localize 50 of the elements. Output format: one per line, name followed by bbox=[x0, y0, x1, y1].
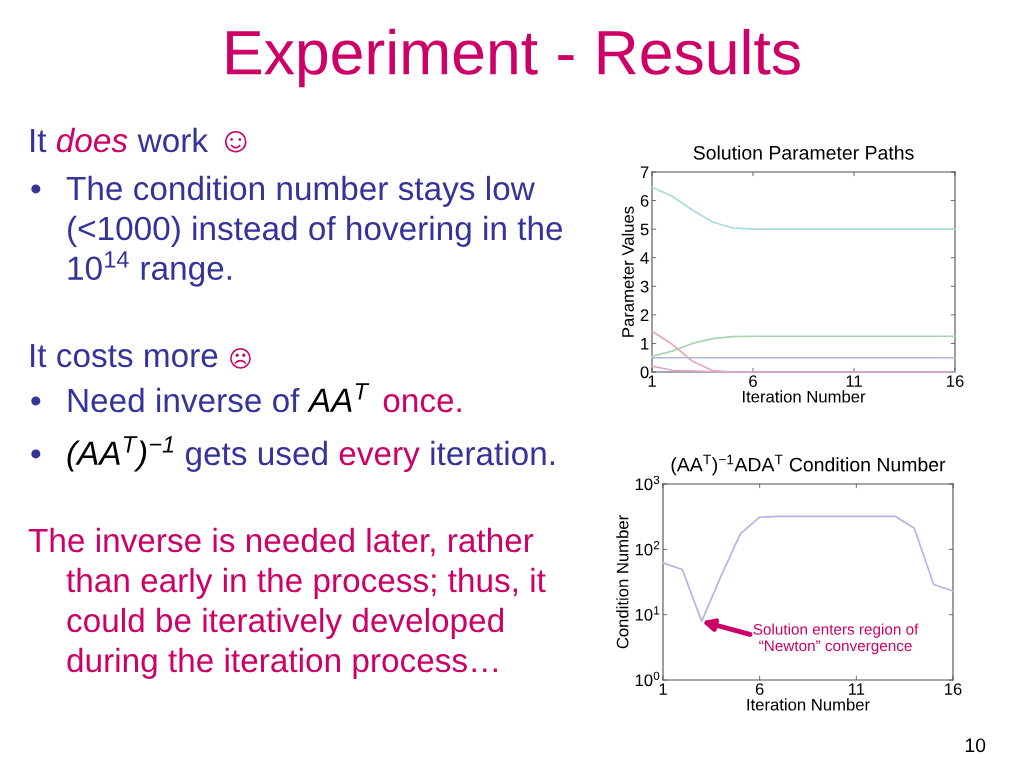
y-tick-label: 5 bbox=[640, 223, 649, 236]
text: once. bbox=[383, 394, 461, 413]
y-tick-label: 10$^{2}$ bbox=[635, 541, 660, 556]
y-axis-title: Condition Number bbox=[616, 515, 629, 649]
text: every bbox=[339, 447, 420, 472]
x-tick-label: 16 bbox=[945, 683, 962, 696]
chart-title: (AA$^{T}$)$^{−1}$ADA$^{T}$ Condition Number bbox=[671, 454, 946, 476]
chart-title: Solution Parameter Paths bbox=[693, 145, 914, 160]
text: than early in the process; thus, it bbox=[66, 567, 546, 599]
text: gets used bbox=[185, 440, 327, 472]
text: It bbox=[31, 129, 47, 153]
text: ☹ bbox=[230, 348, 251, 369]
text: (<1000) instead of hovering in the bbox=[68, 215, 563, 247]
text: during the iteration process… bbox=[67, 647, 497, 679]
x-tick-label: 6 bbox=[755, 683, 764, 696]
y-tick-label: 7 bbox=[640, 166, 649, 179]
x-tick-label: 11 bbox=[848, 683, 865, 695]
text: • bbox=[31, 184, 41, 194]
x-tick-label: 6 bbox=[749, 375, 757, 388]
text: does bbox=[56, 127, 128, 153]
text: work bbox=[137, 127, 209, 153]
text: 10 bbox=[965, 738, 986, 753]
y-tick-label: 10$^{3}$ bbox=[635, 475, 660, 491]
text: • bbox=[31, 396, 41, 406]
text: 10$^{14}$ range. bbox=[68, 251, 231, 287]
text: The inverse is needed later, rather bbox=[28, 527, 534, 557]
x-tick-label: 16 bbox=[947, 375, 964, 388]
text: The condition number stays low bbox=[66, 175, 535, 207]
x-axis-title: Iteration Number bbox=[747, 698, 870, 711]
y-tick-label: 10$^{1}$ bbox=[635, 606, 660, 621]
text: ☺ bbox=[224, 130, 247, 153]
y-tick-label: 10$^{0}$ bbox=[635, 671, 660, 687]
x-axis-title: Iteration Number bbox=[742, 390, 866, 403]
y-axis-title: Parameter Values bbox=[621, 206, 634, 337]
text: • bbox=[31, 449, 41, 459]
text: iteration. bbox=[431, 440, 554, 466]
x-tick-label: 11 bbox=[846, 375, 862, 387]
y-tick-label: 6 bbox=[640, 194, 649, 207]
y-tick-label: 0 bbox=[640, 366, 649, 379]
text: Need inverse of bbox=[68, 387, 300, 413]
text: AA$^{T}$ bbox=[307, 383, 370, 412]
annotation: Solution enters region of “Newton” convergence bbox=[753, 623, 919, 655]
y-tick-label: 4 bbox=[640, 252, 649, 264]
text: could be iteratively developed bbox=[67, 607, 504, 639]
text: (AA$^{T}$)$^{−1}$ bbox=[67, 436, 174, 472]
y-tick-label: 2 bbox=[640, 309, 649, 321]
y-tick-label: 1 bbox=[641, 338, 649, 350]
text: Experiment - Results bbox=[227, 28, 800, 88]
y-tick-label: 3 bbox=[640, 280, 649, 293]
text: It costs more bbox=[31, 344, 218, 368]
